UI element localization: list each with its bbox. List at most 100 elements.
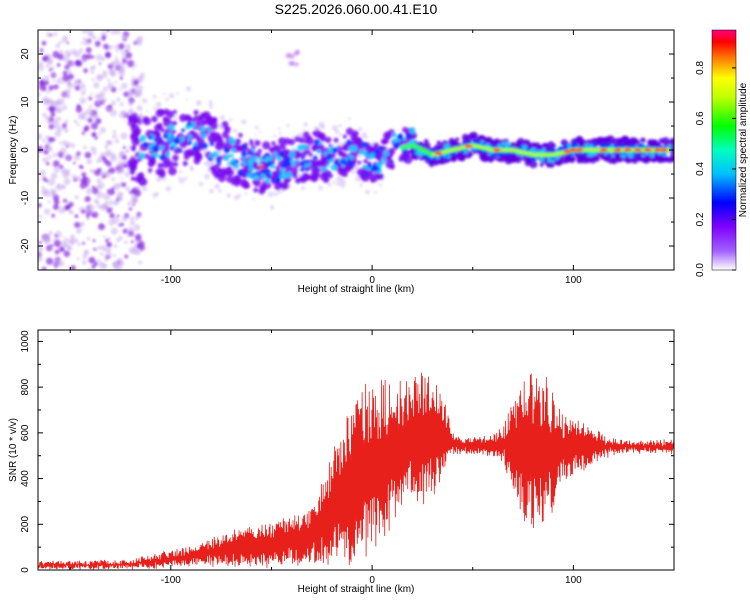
spectrogram-noise-blob (334, 128, 337, 131)
spectrogram-band-blob (652, 140, 658, 146)
spectrogram-noise-blob (126, 59, 135, 68)
spectrogram-noise-blob (105, 238, 109, 243)
spectrogram-core-blob (253, 174, 259, 181)
spectrogram-band-blob (173, 161, 179, 167)
spectrogram-noise-blob (62, 184, 65, 188)
colorbar-tick-label: 0.2 (695, 212, 706, 226)
spectrogram-band-blob (489, 139, 495, 145)
spectrogram-core-blob (298, 144, 305, 151)
spectrogram-noise-blob (294, 62, 299, 67)
spectrogram-noise-blob (42, 236, 49, 243)
spectrogram-band-blob (132, 118, 139, 124)
spectrogram-noise-blob (48, 123, 55, 130)
spectrogram-core-blob (605, 142, 611, 148)
spectrogram-hotspot (599, 148, 608, 152)
spectrogram-noise-blob (365, 189, 370, 195)
spectrogram-core-blob (521, 144, 528, 151)
spectrogram-band-blob (196, 136, 205, 146)
spectrogram-hotspot (257, 165, 266, 169)
spectrogram-noise-blob (110, 60, 116, 66)
spectrogram-noise-blob (318, 154, 321, 157)
spectrogram-noise-blob (290, 61, 295, 66)
spectrogram-hotspot (623, 148, 632, 152)
spectrogram-noise-blob (142, 185, 148, 192)
spectrogram-band-blob (670, 151, 674, 159)
spectrogram-noise-blob (85, 47, 92, 54)
spectrogram-noise-blob (162, 177, 167, 182)
spectrogram-noise-blob (64, 204, 71, 211)
spectrogram-xtick-label: -100 (161, 275, 181, 286)
spectrogram-core-blob (232, 162, 240, 169)
spectrogram-band-blob (282, 183, 287, 189)
spectrogram-band-blob (257, 148, 263, 154)
snr-xtick-label: 100 (565, 575, 582, 586)
spectrogram-noise-blob (91, 133, 96, 137)
spectrogram-noise-blob (43, 189, 51, 197)
spectrogram-noise-blob (99, 252, 104, 256)
spectrogram-band-blob (172, 109, 177, 114)
spectrogram-noise-blob (204, 160, 210, 167)
spectrogram-band-blob (171, 129, 177, 135)
spectrogram-noise-blob (338, 123, 342, 128)
spectrogram-noise-blob (57, 53, 64, 61)
spectrogram-band-blob (341, 170, 348, 178)
spectrogram-noise-blob (335, 178, 338, 181)
spectrogram-core-blob (231, 158, 236, 163)
spectrogram-noise-blob (219, 115, 225, 121)
spectrogram-noise-blob (92, 150, 97, 155)
spectrogram-core-blob (641, 153, 645, 157)
spectrogram-core-blob (381, 156, 387, 161)
spectrogram-noise-blob (52, 194, 60, 201)
spectrogram-core-blob (148, 135, 153, 140)
spectrogram-noise-blob (110, 155, 117, 162)
spectrogram-noise-blob (107, 140, 113, 146)
spectrogram-noise-blob (80, 58, 86, 63)
spectrogram-noise-blob (42, 87, 47, 92)
spectrogram-noise-blob (93, 82, 100, 89)
spectrogram-noise-blob (114, 80, 117, 84)
spectrogram-core-blob (224, 147, 230, 154)
spectrogram-hotspot (653, 148, 662, 152)
spectrogram-noise-blob (81, 30, 88, 34)
spectrogram-noise-blob (135, 38, 141, 44)
spectrogram-core-blob (288, 152, 295, 159)
spectrogram-core-blob (247, 160, 253, 166)
spectrogram-core-blob (166, 132, 173, 138)
spectrogram-core-blob (223, 155, 230, 162)
spectrogram-noise-blob (76, 104, 82, 109)
spectrogram-noise-blob (76, 257, 80, 261)
spectrogram-noise-blob (348, 117, 351, 120)
spectrogram-band-blob (130, 176, 136, 181)
spectrogram-band-blob (319, 159, 326, 167)
spectrogram-core-blob (667, 144, 672, 149)
spectrogram-band-blob (323, 176, 330, 184)
spectrogram-noise-blob (121, 154, 128, 161)
spectrogram-core-blob (186, 121, 192, 127)
spectrogram-band-blob (293, 159, 302, 168)
spectrogram-band-blob (224, 126, 229, 131)
spectrogram-noise-blob (81, 131, 85, 135)
spectrogram-core-blob (358, 149, 364, 155)
spectrogram-core-blob (151, 151, 157, 157)
spectrogram-band-blob (278, 137, 286, 146)
spectrogram-ytick-label: 10 (20, 96, 31, 108)
spectrogram-band-blob (194, 153, 202, 160)
spectrogram-noise-blob (50, 111, 56, 117)
spectrogram-core-blob (371, 152, 376, 157)
spectrogram-noise-blob (48, 85, 54, 91)
spectrogram-noise-blob (110, 30, 116, 35)
spectrogram-band-blob (204, 115, 213, 124)
spectrogram-noise-blob (152, 94, 157, 99)
spectrogram-noise-blob (42, 157, 49, 164)
spectrogram-band-blob (452, 139, 457, 144)
spectrogram-noise-blob (95, 40, 101, 47)
spectrogram-band-blob (172, 154, 179, 162)
spectrogram-core-blob (362, 164, 367, 169)
spectrogram-noise-blob (83, 250, 89, 256)
spectrogram-noise-blob (121, 82, 128, 90)
spectrogram-noise-blob (378, 183, 382, 187)
spectrogram-hotspot (633, 148, 642, 152)
spectrogram-band-blob (168, 166, 177, 176)
spectrogram-noise-blob (364, 135, 368, 139)
spectrogram-noise-blob (116, 191, 124, 199)
